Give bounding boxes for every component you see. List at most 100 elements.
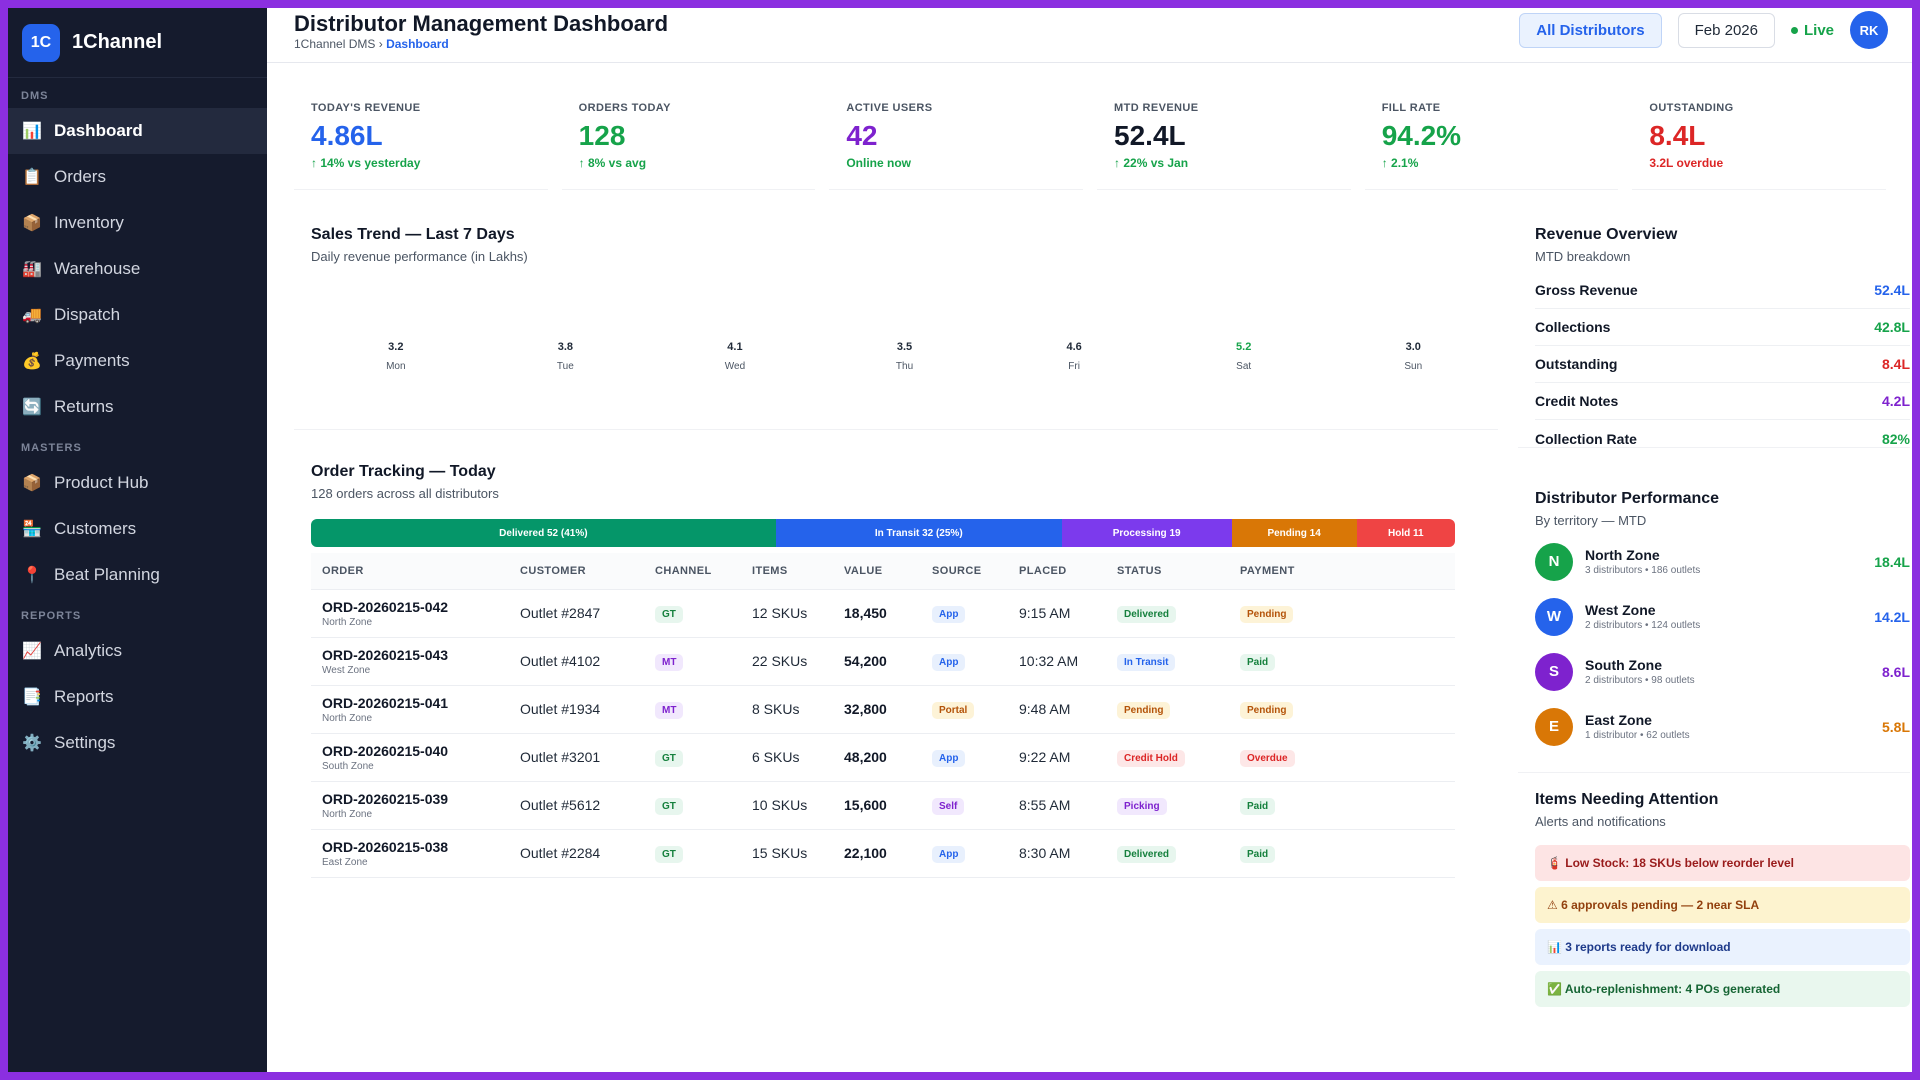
column-header-source[interactable]: SOURCE xyxy=(921,553,1008,590)
sidebar-item-inventory[interactable]: 📦 Inventory xyxy=(8,200,267,246)
table-row[interactable]: ORD-20260215-040 South Zone Outlet #3201 GT… xyxy=(311,733,1455,782)
chart-data-label: 3.2 xyxy=(388,341,404,353)
column-header-value[interactable]: VALUE xyxy=(833,553,921,590)
brand[interactable]: 1C 1Channel xyxy=(8,8,267,78)
table-row[interactable]: ORD-20260215-042 North Zone Outlet #2847 GT… xyxy=(311,589,1455,638)
month-selector-button[interactable]: Feb 2026 xyxy=(1677,12,1775,48)
alert-item[interactable]: 🧯 Low Stock: 18 SKUs below reorder level xyxy=(1535,845,1910,881)
status-cell: Credit Hold xyxy=(1106,733,1229,782)
items-cell: 12 SKUs xyxy=(741,589,833,638)
sidebar-item-returns[interactable]: 🔄 Returns xyxy=(8,384,267,430)
kpi-card-orders-today[interactable]: ORDERS TODAY 128 ↑ 8% vs avg xyxy=(561,82,816,190)
column-header-channel[interactable]: CHANNEL xyxy=(644,553,741,590)
table-row[interactable]: ORD-20260215-039 North Zone Outlet #5612 GT… xyxy=(311,781,1455,830)
breadcrumb-current[interactable]: Dashboard xyxy=(386,37,449,51)
channel-cell: GT xyxy=(644,829,741,878)
kpi-change: ↑ 22% vs Jan xyxy=(1114,156,1189,170)
chart-bar-thu: 3.5 Thu xyxy=(820,341,990,372)
breadcrumb-root[interactable]: 1Channel DMS xyxy=(294,37,376,51)
chart-data-label: 4.6 xyxy=(1066,341,1082,353)
distributor-row-west-zone[interactable]: W West Zone 2 distributors • 124 outlets 14… xyxy=(1535,589,1910,644)
source-badge: App xyxy=(932,605,966,623)
alert-item[interactable]: ✅ Auto-replenishment: 4 POs generated xyxy=(1535,971,1910,1007)
order-id[interactable]: ORD-20260215-039 xyxy=(322,790,449,807)
column-header-status[interactable]: STATUS xyxy=(1106,553,1229,590)
kpi-label: TODAY'S REVENUE xyxy=(311,102,421,114)
payment-cell: Overdue xyxy=(1229,733,1455,782)
warehouse-icon: 🏭 xyxy=(22,261,42,278)
table-row[interactable]: ORD-20260215-043 West Zone Outlet #4102 MT 2… xyxy=(311,637,1455,686)
distributor-info: East Zone 1 distributor • 62 outlets xyxy=(1585,712,1882,741)
status-cell: Picking xyxy=(1106,781,1229,830)
brand-name: 1Channel xyxy=(72,31,163,53)
order-tracking-title: Order Tracking — Today xyxy=(311,463,496,480)
source-badge: Portal xyxy=(932,701,975,719)
column-header-items[interactable]: ITEMS xyxy=(741,553,833,590)
sidebar-item-product-hub[interactable]: 📦 Product Hub xyxy=(8,460,267,506)
sidebar-item-analytics[interactable]: 📈 Analytics xyxy=(8,628,267,674)
order-id[interactable]: ORD-20260215-043 xyxy=(322,646,449,663)
user-avatar[interactable]: RK xyxy=(1850,11,1888,49)
order-id[interactable]: ORD-20260215-040 xyxy=(322,742,449,759)
value-cell: 32,800 xyxy=(833,685,921,734)
payment-cell: Paid xyxy=(1229,829,1455,878)
kpi-card-fill-rate[interactable]: FILL RATE 94.2% ↑ 2.1% xyxy=(1364,82,1619,190)
column-header-placed[interactable]: PLACED xyxy=(1008,553,1106,590)
payment-cell: Paid xyxy=(1229,781,1455,830)
distributor-value: 18.4L xyxy=(1874,553,1910,570)
orders-table: ORDER CUSTOMER CHANNEL ITEMS VALUE SOURCE PLAC… xyxy=(311,553,1455,878)
sidebar-item-warehouse[interactable]: 🏭 Warehouse xyxy=(8,246,267,292)
status-segment-in[interactable]: In Transit 32 (25%) xyxy=(775,519,1062,547)
status-badge: Delivered xyxy=(1117,605,1177,623)
column-header-payment[interactable]: PAYMENT xyxy=(1229,553,1455,590)
page-title: Distributor Management Dashboard xyxy=(294,11,669,36)
order-id[interactable]: ORD-20260215-038 xyxy=(322,838,449,855)
sidebar-item-customers[interactable]: 🏪 Customers xyxy=(8,506,267,552)
kpi-card-today-s-revenue[interactable]: TODAY'S REVENUE 4.86L ↑ 14% vs yesterday xyxy=(294,82,548,190)
distributor-performance-title: Distributor Performance xyxy=(1535,490,1720,507)
placed-cell: 10:32 AM xyxy=(1008,637,1106,686)
sidebar-item-beat-planning[interactable]: 📍 Beat Planning xyxy=(8,552,267,598)
sidebar-item-dashboard[interactable]: 📊 Dashboard xyxy=(8,108,267,154)
customers-icon: 🏪 xyxy=(22,521,42,538)
distributor-row-east-zone[interactable]: E East Zone 1 distributor • 62 outlets 5.8L xyxy=(1535,699,1910,754)
chart-data-label: 3.5 xyxy=(896,341,913,353)
sidebar-item-label: Dispatch xyxy=(54,305,121,324)
alert-item[interactable]: ⚠ 6 approvals pending — 2 near SLA xyxy=(1535,887,1910,923)
sales-trend-title: Sales Trend — Last 7 Days xyxy=(311,226,515,243)
distributor-row-north-zone[interactable]: N North Zone 3 distributors • 186 outlets 1… xyxy=(1535,534,1910,589)
alert-item[interactable]: 📊 3 reports ready for download xyxy=(1535,929,1910,965)
kpi-value: 128 xyxy=(578,120,626,151)
channel-cell: GT xyxy=(644,733,741,782)
kpi-change: ↑ 2.1% xyxy=(1381,156,1419,170)
revenue-label: Outstanding xyxy=(1535,356,1618,372)
status-segment-pending[interactable]: Pending 14 xyxy=(1231,519,1357,547)
customer-cell: Outlet #2847 xyxy=(509,589,644,638)
source-badge: App xyxy=(932,749,966,767)
status-segment-hold[interactable]: Hold 11 xyxy=(1356,519,1455,547)
attention-subtitle: Alerts and notifications xyxy=(1535,814,1666,829)
table-row[interactable]: ORD-20260215-041 North Zone Outlet #1934 MT… xyxy=(311,685,1455,734)
kpi-card-mtd-revenue[interactable]: MTD REVENUE 52.4L ↑ 22% vs Jan xyxy=(1097,82,1351,190)
status-segment-delivered[interactable]: Delivered 52 (41%) xyxy=(311,519,776,547)
kpi-card-active-users[interactable]: ACTIVE USERS 42 Online now xyxy=(829,82,1084,190)
sidebar-item-payments[interactable]: 💰 Payments xyxy=(8,338,267,384)
product-hub-icon: 📦 xyxy=(22,475,42,492)
order-id[interactable]: ORD-20260215-041 xyxy=(322,694,449,711)
dashboard-icon: 📊 xyxy=(22,123,42,140)
sidebar-item-settings[interactable]: ⚙️ Settings xyxy=(8,720,267,766)
order-id[interactable]: ORD-20260215-042 xyxy=(322,598,449,615)
sidebar-item-dispatch[interactable]: 🚚 Dispatch xyxy=(8,292,267,338)
table-row[interactable]: ORD-20260215-038 East Zone Outlet #2284 GT 1… xyxy=(311,829,1455,878)
chart-tick-label: Mon xyxy=(386,361,406,372)
status-segment-processing[interactable]: Processing 19 xyxy=(1061,519,1232,547)
column-header-order[interactable]: ORDER xyxy=(311,553,509,590)
source-cell: App xyxy=(921,829,1008,878)
all-distributors-button[interactable]: All Distributors xyxy=(1519,12,1662,48)
distributor-row-south-zone[interactable]: S South Zone 2 distributors • 98 outlets 8.… xyxy=(1535,644,1910,699)
kpi-card-outstanding[interactable]: OUTSTANDING 8.4L 3.2L overdue xyxy=(1632,82,1887,190)
sidebar-item-orders[interactable]: 📋 Orders xyxy=(8,154,267,200)
column-header-customer[interactable]: CUSTOMER xyxy=(509,553,644,590)
sidebar-item-reports[interactable]: 📑 Reports xyxy=(8,674,267,720)
channel-badge: GT xyxy=(655,749,683,767)
